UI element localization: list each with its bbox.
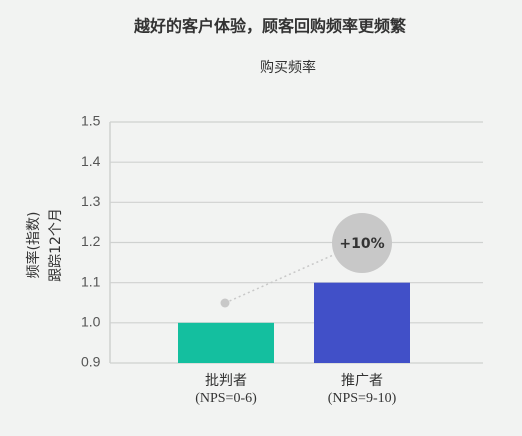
annotation-bubble xyxy=(332,213,392,273)
annotation-connector xyxy=(224,251,341,304)
y-tick-label: 1.0 xyxy=(81,314,101,330)
y-axis-label: 跟踪12个月 xyxy=(48,208,64,282)
annotation: +10% xyxy=(339,236,384,252)
x-tick-label: 批判者 xyxy=(205,373,247,389)
y-tick-label: 1.2 xyxy=(81,233,101,249)
y-tick-label: 1.1 xyxy=(81,273,101,289)
y-tick-label: 1.5 xyxy=(81,113,101,129)
y-tick-label: 0.9 xyxy=(81,354,101,370)
bar xyxy=(314,282,410,363)
x-tick-label: 推广者 xyxy=(341,373,383,389)
y-tick-label: 1.3 xyxy=(81,193,101,209)
y-axis-label: 频率(指数) xyxy=(25,212,42,279)
chart-title: 越好的客户体验，顾客回购频率更频繁 xyxy=(133,17,407,36)
x-tick-note: (NPS=9-10) xyxy=(328,391,397,406)
chart-subtitle: 购买频率 xyxy=(260,59,316,76)
x-tick-note: (NPS=0-6) xyxy=(195,391,257,406)
annotation-dot xyxy=(220,298,230,308)
y-tick-label: 1.4 xyxy=(81,153,101,169)
bar xyxy=(178,322,274,363)
